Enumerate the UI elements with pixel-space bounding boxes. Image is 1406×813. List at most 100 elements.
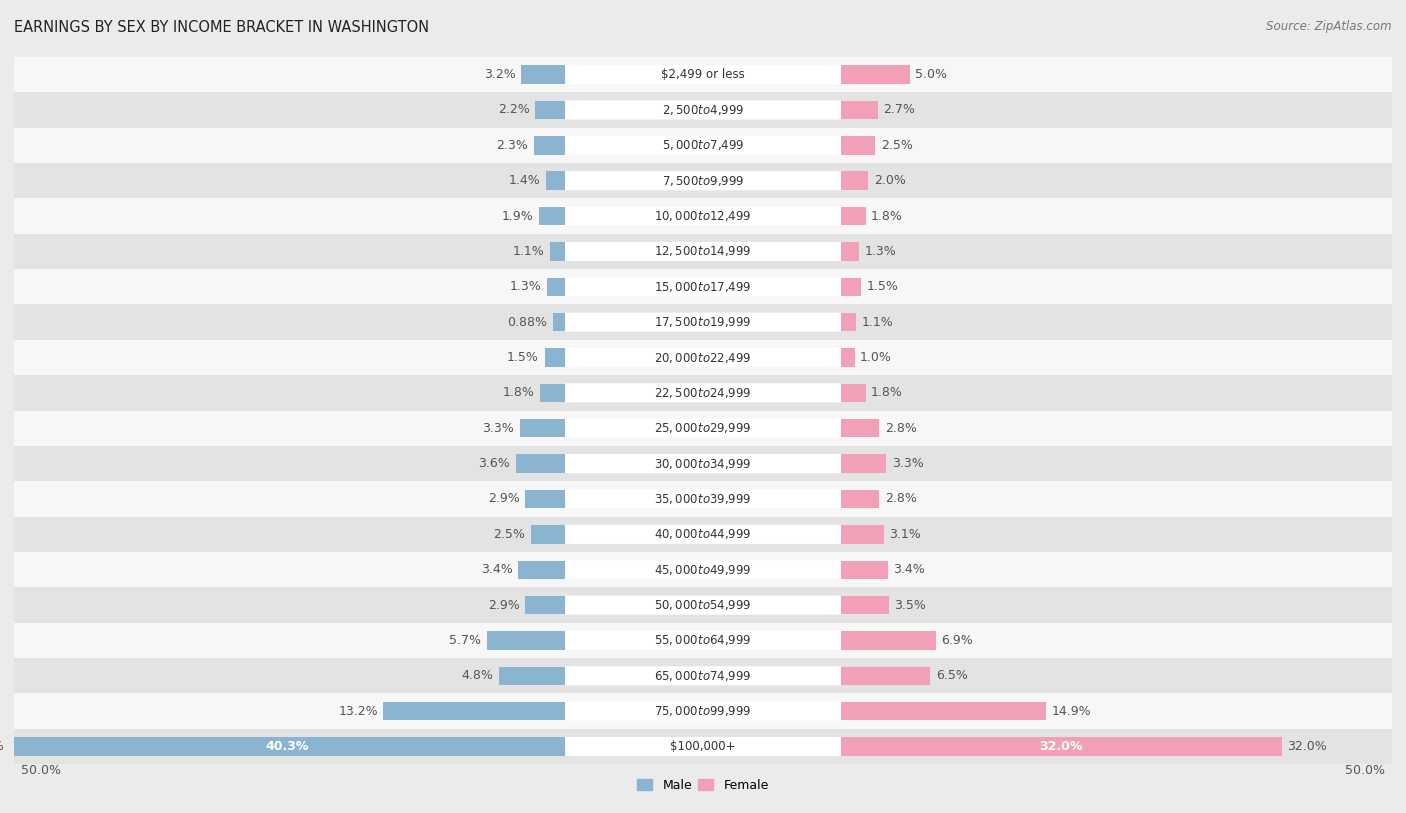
Text: 1.0%: 1.0% (860, 351, 891, 364)
Text: 3.4%: 3.4% (893, 563, 925, 576)
Bar (14, 198, 1392, 234)
Text: $30,000 to $34,999: $30,000 to $34,999 (654, 457, 752, 471)
Bar (841, 560, 887, 579)
Bar (14, 481, 1392, 517)
FancyBboxPatch shape (565, 702, 841, 720)
Bar (14, 411, 1392, 446)
Bar (14, 340, 1392, 375)
Bar (841, 454, 886, 473)
Text: 1.8%: 1.8% (872, 210, 903, 223)
Text: $2,499 or less: $2,499 or less (661, 68, 745, 81)
Text: $10,000 to $12,499: $10,000 to $12,499 (654, 209, 752, 223)
FancyBboxPatch shape (565, 136, 841, 154)
Text: 6.9%: 6.9% (942, 634, 973, 647)
Bar (14, 57, 1392, 92)
FancyBboxPatch shape (565, 631, 841, 650)
FancyBboxPatch shape (565, 419, 841, 437)
Text: $45,000 to $49,999: $45,000 to $49,999 (654, 563, 752, 576)
FancyBboxPatch shape (565, 207, 841, 225)
FancyBboxPatch shape (565, 454, 841, 473)
Text: 5.0%: 5.0% (915, 68, 948, 81)
Bar (841, 419, 879, 437)
Bar (14, 587, 1392, 623)
Bar (841, 489, 879, 508)
Bar (14, 446, 1392, 481)
Text: 0.88%: 0.88% (508, 315, 547, 328)
Text: 2.8%: 2.8% (884, 493, 917, 506)
Text: 50.0%: 50.0% (21, 764, 60, 777)
Bar (486, 631, 565, 650)
Bar (841, 525, 883, 544)
FancyBboxPatch shape (565, 737, 841, 756)
FancyBboxPatch shape (565, 489, 841, 508)
Bar (14, 376, 1392, 411)
Text: $50,000 to $54,999: $50,000 to $54,999 (654, 598, 752, 612)
Text: 1.8%: 1.8% (872, 386, 903, 399)
Bar (14, 269, 1392, 304)
Bar (841, 277, 862, 296)
FancyBboxPatch shape (565, 596, 841, 615)
Bar (546, 172, 565, 190)
Text: $75,000 to $99,999: $75,000 to $99,999 (654, 704, 752, 718)
Text: 2.2%: 2.2% (498, 103, 530, 116)
Bar (841, 65, 910, 84)
Bar (544, 348, 565, 367)
Text: 6.5%: 6.5% (936, 669, 967, 682)
Text: $22,500 to $24,999: $22,500 to $24,999 (654, 386, 752, 400)
Bar (384, 702, 565, 720)
Text: 1.3%: 1.3% (510, 280, 541, 293)
Bar (14, 659, 1392, 693)
Text: 13.2%: 13.2% (339, 705, 378, 718)
FancyBboxPatch shape (565, 384, 841, 402)
Bar (841, 207, 866, 225)
Bar (538, 207, 565, 225)
FancyBboxPatch shape (565, 242, 841, 261)
Text: 3.1%: 3.1% (889, 528, 921, 541)
Bar (841, 136, 875, 154)
Bar (841, 631, 936, 650)
Bar (531, 525, 565, 544)
Bar (841, 348, 855, 367)
Text: 2.0%: 2.0% (875, 174, 905, 187)
Bar (534, 101, 565, 120)
Text: EARNINGS BY SEX BY INCOME BRACKET IN WASHINGTON: EARNINGS BY SEX BY INCOME BRACKET IN WAS… (14, 20, 429, 35)
Text: 2.7%: 2.7% (883, 103, 915, 116)
Text: $35,000 to $39,999: $35,000 to $39,999 (654, 492, 752, 506)
FancyBboxPatch shape (565, 172, 841, 190)
Bar (522, 65, 565, 84)
Bar (540, 384, 565, 402)
FancyBboxPatch shape (565, 525, 841, 544)
Bar (841, 737, 1282, 756)
FancyBboxPatch shape (565, 667, 841, 685)
FancyBboxPatch shape (565, 101, 841, 120)
Bar (526, 596, 565, 615)
Text: 40.3%: 40.3% (0, 740, 4, 753)
Text: 1.1%: 1.1% (513, 245, 544, 258)
Text: 1.5%: 1.5% (508, 351, 538, 364)
Text: $100,000+: $100,000+ (671, 740, 735, 753)
Text: $17,500 to $19,999: $17,500 to $19,999 (654, 315, 752, 329)
Text: 2.9%: 2.9% (488, 493, 520, 506)
Bar (516, 454, 565, 473)
FancyBboxPatch shape (565, 348, 841, 367)
Text: $20,000 to $22,499: $20,000 to $22,499 (654, 350, 752, 364)
Bar (10, 737, 565, 756)
Text: $25,000 to $29,999: $25,000 to $29,999 (654, 421, 752, 435)
Text: $40,000 to $44,999: $40,000 to $44,999 (654, 528, 752, 541)
Bar (14, 233, 1392, 269)
Text: $7,500 to $9,999: $7,500 to $9,999 (662, 174, 744, 188)
Bar (526, 489, 565, 508)
Bar (14, 128, 1392, 163)
Bar (533, 136, 565, 154)
Bar (841, 702, 1046, 720)
Bar (841, 242, 859, 261)
Bar (841, 101, 877, 120)
Text: 1.3%: 1.3% (865, 245, 896, 258)
Text: $12,500 to $14,999: $12,500 to $14,999 (654, 245, 752, 259)
Text: 2.5%: 2.5% (880, 139, 912, 152)
Text: $55,000 to $64,999: $55,000 to $64,999 (654, 633, 752, 647)
FancyBboxPatch shape (565, 277, 841, 296)
Bar (499, 667, 565, 685)
Text: 1.9%: 1.9% (502, 210, 533, 223)
Bar (14, 552, 1392, 587)
